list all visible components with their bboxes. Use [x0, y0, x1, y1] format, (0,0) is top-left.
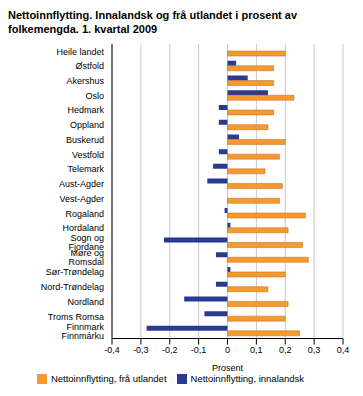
svg-text:0,3: 0,3 — [308, 345, 321, 355]
svg-text:0,2: 0,2 — [279, 345, 292, 355]
svg-text:Vest-Agder: Vest-Agder — [59, 194, 104, 204]
svg-text:-0,2: -0,2 — [162, 345, 178, 355]
svg-text:Møre ogRomsdal: Møre ogRomsdal — [68, 248, 104, 267]
svg-text:Østfold: Østfold — [75, 61, 104, 71]
svg-text:Telemark: Telemark — [67, 164, 104, 174]
svg-text:Nordland: Nordland — [67, 297, 104, 307]
svg-text:0,1: 0,1 — [250, 345, 263, 355]
svg-text:Troms Romsa: Troms Romsa — [48, 312, 104, 322]
svg-text:Hedmark: Hedmark — [67, 105, 104, 115]
svg-text:Heile landet: Heile landet — [56, 47, 104, 57]
svg-text:Prosent: Prosent — [212, 363, 244, 373]
svg-text:0,4: 0,4 — [337, 345, 350, 355]
svg-text:Oslo: Oslo — [85, 91, 104, 101]
svg-text:Sør-Trøndelag: Sør-Trøndelag — [46, 267, 104, 277]
svg-text:FinnmarkFinnmárku: FinnmarkFinnmárku — [61, 322, 104, 341]
svg-text:-0,3: -0,3 — [133, 345, 149, 355]
svg-text:-0,1: -0,1 — [191, 345, 207, 355]
svg-text:Vestfold: Vestfold — [72, 150, 104, 160]
svg-text:Akershus: Akershus — [66, 76, 104, 86]
svg-text:Hordaland: Hordaland — [62, 223, 104, 233]
svg-text:Aust-Agder: Aust-Agder — [59, 179, 104, 189]
svg-text:Nord-Trøndelag: Nord-Trøndelag — [41, 282, 104, 292]
svg-text:Buskerud: Buskerud — [66, 135, 104, 145]
svg-text:0: 0 — [225, 345, 230, 355]
svg-text:Oppland: Oppland — [70, 120, 104, 130]
svg-text:Rogaland: Rogaland — [65, 209, 104, 219]
svg-text:-0,4: -0,4 — [104, 345, 120, 355]
